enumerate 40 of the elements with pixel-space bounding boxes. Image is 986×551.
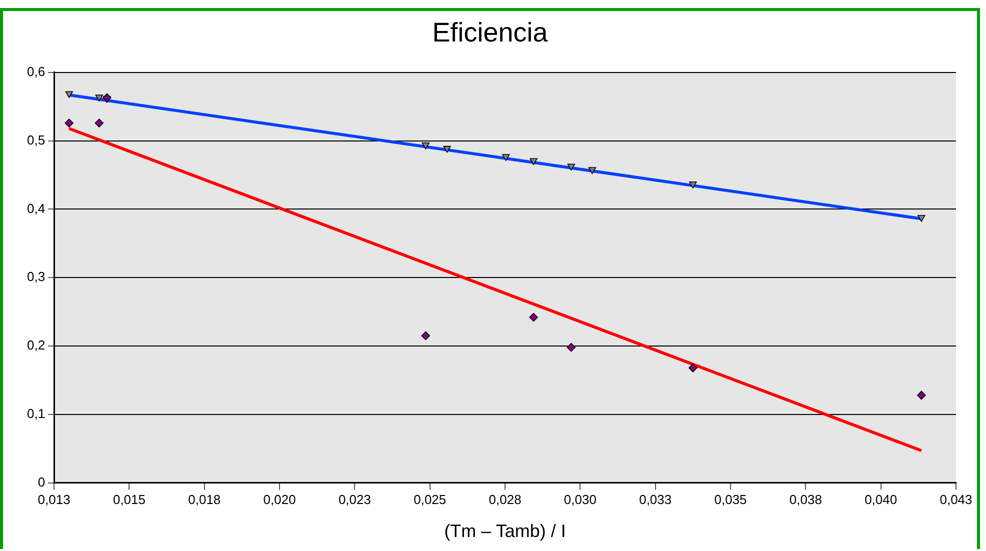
x-tick-label: 0,015 — [112, 492, 146, 508]
point — [94, 118, 104, 128]
x-tick-label: 0,043 — [940, 492, 972, 508]
x-tick-label: 0,013 — [38, 492, 70, 508]
x-tick-label: 0,028 — [488, 492, 522, 508]
x-tick-label: 0,035 — [714, 492, 747, 508]
point — [422, 142, 430, 150]
point — [529, 312, 538, 322]
point — [567, 164, 576, 171]
y-tick-label: 0,3 — [26, 269, 46, 284]
point — [689, 181, 697, 188]
chart-title: Eficiencia — [432, 18, 549, 48]
y-tick-label: 0,6 — [26, 64, 46, 79]
y-tick-label: 0,5 — [26, 132, 46, 148]
point — [443, 146, 451, 153]
point — [918, 215, 926, 222]
point — [917, 390, 926, 400]
y-tick-label: 0 — [38, 474, 46, 490]
point — [65, 91, 73, 98]
point — [588, 167, 596, 174]
x-axis-title: (Tm – Tamb) / I — [444, 521, 566, 542]
x-tick-label: 0,033 — [639, 492, 672, 508]
x-tick-label: 0,038 — [789, 492, 822, 508]
point — [102, 93, 112, 102]
y-tick-label: 0,4 — [26, 200, 46, 216]
x-tick-label: 0,040 — [864, 492, 898, 508]
y-tick-label: 0,2 — [26, 338, 46, 353]
point — [502, 154, 510, 161]
point — [566, 342, 576, 352]
x-tick-label: 0,023 — [338, 492, 371, 508]
x-tick-label: 0,025 — [414, 492, 446, 508]
point — [688, 363, 698, 372]
x-tick-label: 0,018 — [188, 492, 221, 508]
point — [421, 331, 430, 340]
point — [95, 94, 104, 102]
point — [530, 158, 538, 166]
x-tick-label: 0,020 — [263, 492, 296, 508]
point — [64, 118, 74, 128]
x-tick-label: 0,030 — [564, 492, 596, 508]
y-tick-label: 0,1 — [26, 406, 46, 421]
